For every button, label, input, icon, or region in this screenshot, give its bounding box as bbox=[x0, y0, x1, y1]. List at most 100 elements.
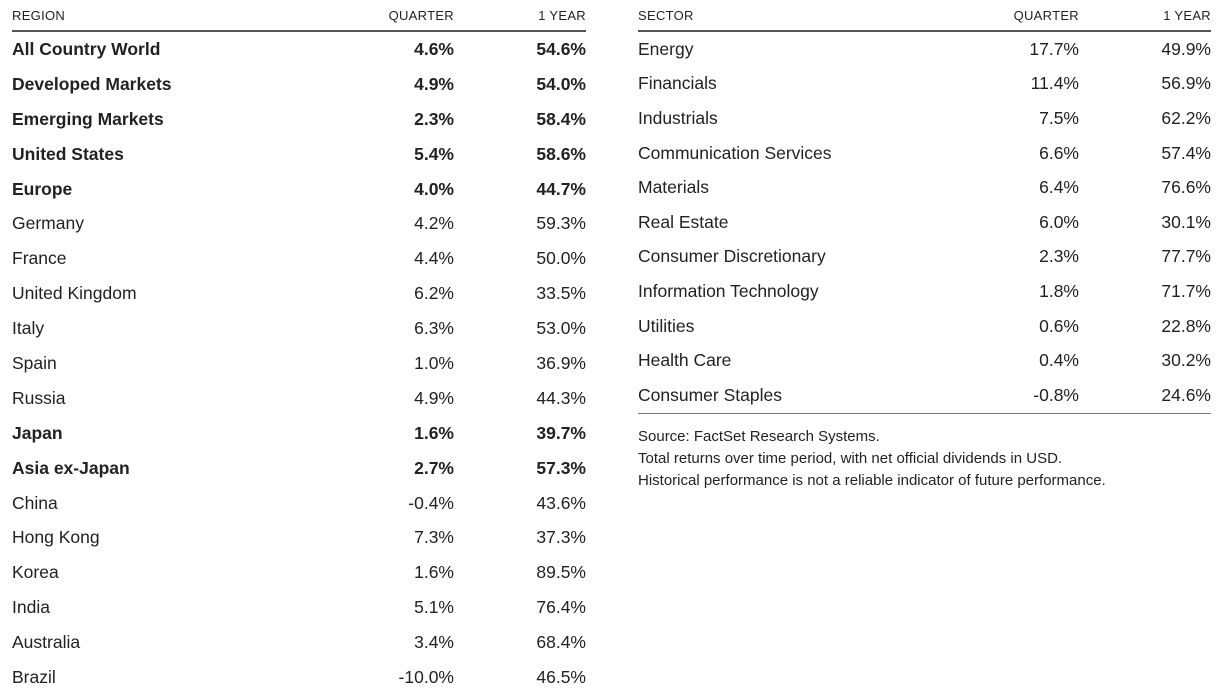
region-year-value: 44.7% bbox=[536, 178, 586, 199]
region-year-value: 37.3% bbox=[536, 527, 586, 548]
region-quarter-value: -0.4% bbox=[408, 492, 454, 513]
source-note: Source: FactSet Research Systems. bbox=[638, 428, 880, 445]
region-quarter-value: 4.2% bbox=[414, 213, 454, 234]
sector-row: Consumer Staples -0.8% 24.6% bbox=[638, 378, 1211, 413]
region-year-value: 68.4% bbox=[536, 632, 586, 653]
region-name: France bbox=[12, 248, 67, 269]
region-year-value: 33.5% bbox=[536, 283, 586, 304]
region-quarter-value: 3.4% bbox=[414, 632, 454, 653]
returns-note: Total returns over time period, with net… bbox=[638, 450, 1063, 467]
sector-row: Consumer Discretionary 2.3% 77.7% bbox=[638, 240, 1211, 275]
region-table-header: REGION QUARTER 1 YEAR bbox=[12, 0, 586, 32]
region-row: Hong Kong 7.3% 37.3% bbox=[12, 520, 586, 555]
region-name: Korea bbox=[12, 562, 59, 583]
region-row: Asia ex-Japan 2.7% 57.3% bbox=[12, 451, 586, 486]
region-quarter-value: 7.3% bbox=[414, 527, 454, 548]
region-row: All Country World 4.6% 54.6% bbox=[12, 32, 586, 67]
region-quarter-value: 4.9% bbox=[414, 73, 454, 94]
sector-quarter-value: 7.5% bbox=[1039, 107, 1079, 128]
sector-year-value: 77.7% bbox=[1161, 246, 1211, 267]
sector-name: Industrials bbox=[638, 107, 718, 128]
sector-name: Utilities bbox=[638, 315, 695, 336]
region-quarter-value: 6.3% bbox=[414, 318, 454, 339]
region-year-value: 39.7% bbox=[536, 422, 586, 443]
sector-name: Materials bbox=[638, 177, 709, 198]
sector-header: SECTOR bbox=[638, 7, 694, 23]
sector-quarter-value: -0.8% bbox=[1033, 384, 1079, 405]
region-quarter-header: QUARTER bbox=[388, 7, 454, 23]
region-name: All Country World bbox=[12, 38, 161, 59]
sector-year-value: 57.4% bbox=[1161, 142, 1211, 163]
region-name: Developed Markets bbox=[12, 73, 172, 94]
region-year-value: 76.4% bbox=[536, 597, 586, 618]
region-name: India bbox=[12, 597, 50, 618]
region-quarter-value: 4.0% bbox=[414, 178, 454, 199]
sector-quarter-value: 6.6% bbox=[1039, 142, 1079, 163]
sector-row: Communication Services 6.6% 57.4% bbox=[638, 136, 1211, 171]
sector-row: Energy 17.7% 49.9% bbox=[638, 32, 1211, 67]
sector-year-value: 62.2% bbox=[1161, 107, 1211, 128]
region-name: Russia bbox=[12, 387, 66, 408]
sector-name: Communication Services bbox=[638, 142, 832, 163]
sector-year-value: 30.2% bbox=[1161, 350, 1211, 371]
region-year-value: 50.0% bbox=[536, 248, 586, 269]
region-row: Germany 4.2% 59.3% bbox=[12, 206, 586, 241]
sector-row: Financials 11.4% 56.9% bbox=[638, 67, 1211, 102]
region-quarter-value: 1.0% bbox=[414, 352, 454, 373]
region-year-value: 43.6% bbox=[536, 492, 586, 513]
sector-name: Financials bbox=[638, 73, 717, 94]
region-row: France 4.4% 50.0% bbox=[12, 241, 586, 276]
region-table: REGION QUARTER 1 YEAR All Country World 4… bbox=[12, 0, 586, 695]
sector-quarter-value: 2.3% bbox=[1039, 246, 1079, 267]
region-header: REGION bbox=[12, 7, 66, 23]
region-row: Italy 6.3% 53.0% bbox=[12, 311, 586, 346]
region-quarter-value: 5.4% bbox=[414, 143, 454, 164]
region-quarter-value: 4.4% bbox=[414, 248, 454, 269]
sector-quarter-value: 0.6% bbox=[1039, 315, 1079, 336]
region-row: Emerging Markets 2.3% 58.4% bbox=[12, 102, 586, 137]
sector-name: Energy bbox=[638, 38, 694, 59]
region-year-value: 54.0% bbox=[536, 73, 586, 94]
sector-year-value: 76.6% bbox=[1161, 177, 1211, 198]
sector-quarter-value: 6.4% bbox=[1039, 177, 1079, 198]
sector-row: Information Technology 1.8% 71.7% bbox=[638, 274, 1211, 309]
region-quarter-value: 5.1% bbox=[414, 597, 454, 618]
region-name: Germany bbox=[12, 213, 84, 234]
sector-year-value: 30.1% bbox=[1161, 211, 1211, 232]
sector-row: Materials 6.4% 76.6% bbox=[638, 170, 1211, 205]
sector-quarter-header: QUARTER bbox=[1013, 7, 1079, 23]
region-year-value: 46.5% bbox=[536, 666, 586, 687]
region-year-value: 44.3% bbox=[536, 387, 586, 408]
sector-name: Consumer Discretionary bbox=[638, 246, 826, 267]
region-name: United States bbox=[12, 143, 124, 164]
sector-year-value: 49.9% bbox=[1161, 38, 1211, 59]
region-row: Spain 1.0% 36.9% bbox=[12, 346, 586, 381]
region-name: United Kingdom bbox=[12, 283, 137, 304]
footnotes: Source: FactSet Research Systems. Total … bbox=[638, 426, 1106, 492]
region-row: China -0.4% 43.6% bbox=[12, 486, 586, 521]
sector-row: Utilities 0.6% 22.8% bbox=[638, 309, 1211, 344]
sector-quarter-value: 11.4% bbox=[1030, 73, 1079, 94]
disclaimer-note: Historical performance is not a reliable… bbox=[638, 472, 1106, 489]
region-row: Russia 4.9% 44.3% bbox=[12, 381, 586, 416]
region-name: Spain bbox=[12, 352, 57, 373]
region-year-value: 57.3% bbox=[536, 457, 586, 478]
region-name: Hong Kong bbox=[12, 527, 100, 548]
region-quarter-value: 1.6% bbox=[414, 562, 454, 583]
region-row: United Kingdom 6.2% 33.5% bbox=[12, 276, 586, 311]
region-quarter-value: 2.7% bbox=[414, 457, 454, 478]
region-year-header: 1 YEAR bbox=[538, 7, 586, 23]
sector-row: Health Care 0.4% 30.2% bbox=[638, 343, 1211, 378]
region-row: Europe 4.0% 44.7% bbox=[12, 172, 586, 207]
region-quarter-value: 4.6% bbox=[414, 38, 454, 59]
region-year-value: 59.3% bbox=[536, 213, 586, 234]
region-quarter-value: 4.9% bbox=[414, 387, 454, 408]
sector-name: Real Estate bbox=[638, 211, 729, 232]
sector-name: Health Care bbox=[638, 350, 732, 371]
region-name: Europe bbox=[12, 178, 73, 199]
region-row: Brazil -10.0% 46.5% bbox=[12, 660, 586, 695]
region-name: Italy bbox=[12, 318, 45, 339]
region-name: Emerging Markets bbox=[12, 108, 164, 129]
region-year-value: 36.9% bbox=[536, 352, 586, 373]
region-row: Australia 3.4% 68.4% bbox=[12, 625, 586, 660]
